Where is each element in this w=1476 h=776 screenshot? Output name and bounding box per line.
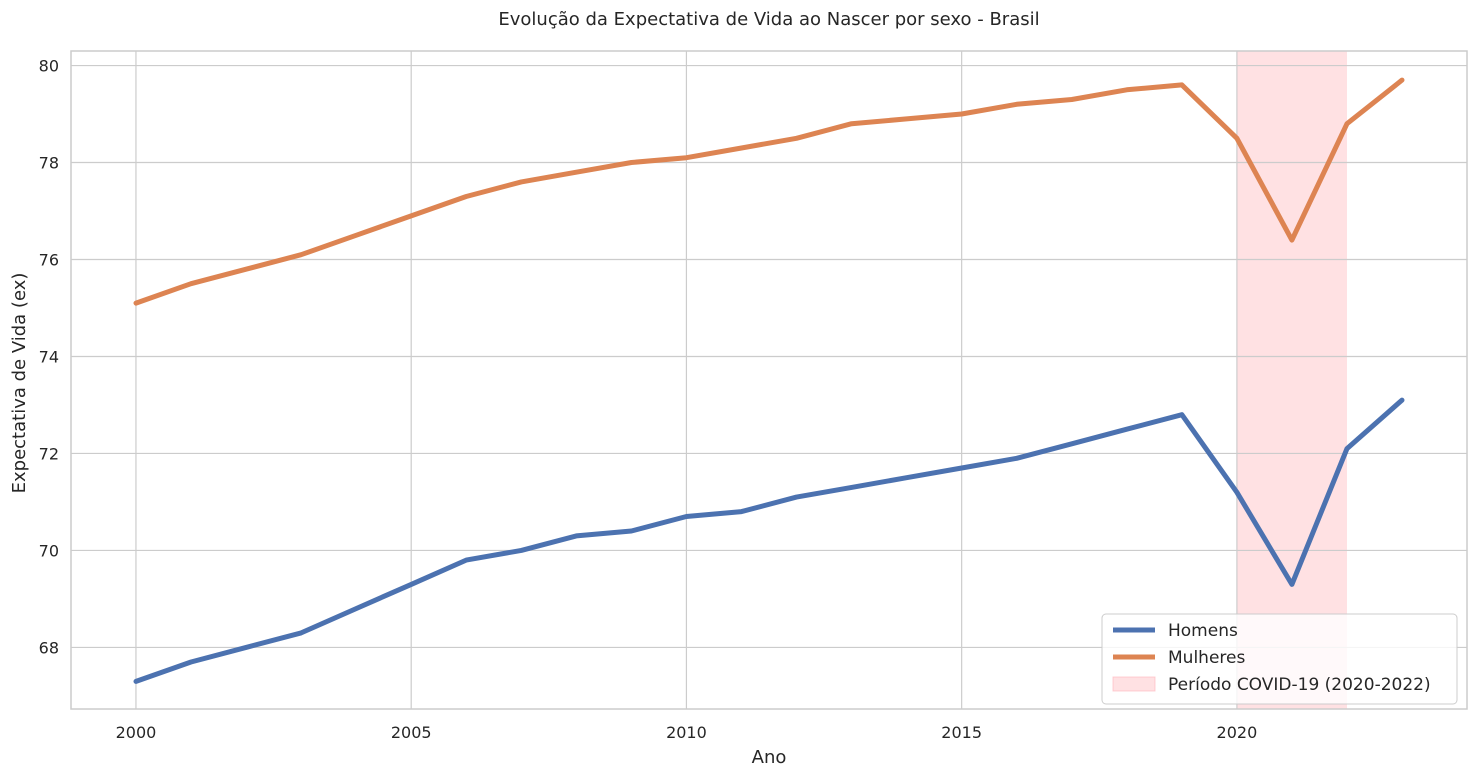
x-tick-label: 2010 [666,723,707,742]
y-tick-label: 68 [39,638,59,657]
y-tick-label: 70 [39,541,59,560]
y-tick-label: 80 [39,57,59,76]
y-tick-label: 74 [39,347,59,366]
y-tick-label: 72 [39,444,59,463]
grid-lines [71,51,1467,709]
x-tick-label: 2015 [941,723,982,742]
chart-title: Evolução da Expectativa de Vida ao Nasce… [498,9,1039,30]
legend-swatch-covid [1112,676,1156,692]
x-tick-label: 2005 [391,723,432,742]
plot-frame [70,50,1468,710]
covid-shaded-region [1236,51,1347,709]
plot-area: 2000 2005 2010 2015 2020 68 70 72 74 76 78 80 [39,50,1468,742]
y-tick-label: 78 [39,154,59,173]
legend-label-mulheres: Mulheres [1168,648,1245,668]
series-line-mulheres [133,77,1405,306]
x-tick-label: 2020 [1217,723,1258,742]
x-tick-label: 2000 [116,723,157,742]
x-axis-label: Ano [752,747,787,768]
legend-box [1101,613,1458,705]
y-tick-label: 76 [39,251,59,270]
legend-label-covid: Período COVID-19 (2020-2022) [1168,675,1431,695]
plot-background [71,51,1467,709]
legend-label-homens: Homens [1168,621,1238,641]
series-line-homens [133,397,1405,684]
y-axis-label: Expectativa de Vida (ex) [9,273,30,494]
legend: Homens Mulheres Período COVID-19 (2020-202… [1101,613,1458,705]
